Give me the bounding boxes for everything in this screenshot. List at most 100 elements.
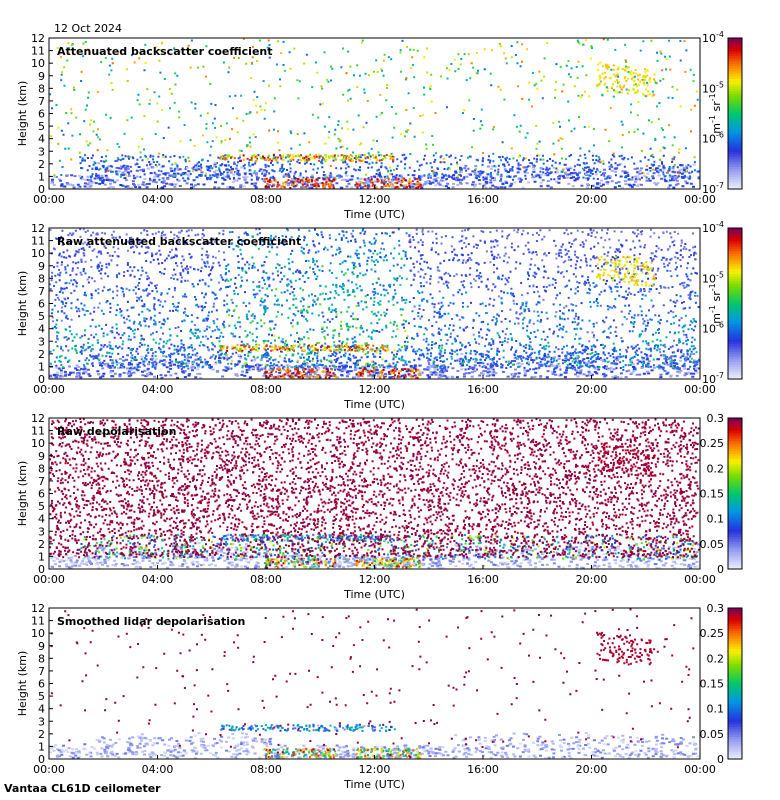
heatmap-cell-group <box>513 755 517 758</box>
heatmap-cell-group <box>332 756 335 759</box>
heatmap-cell-group <box>599 262 614 276</box>
heatmap-cell-group <box>351 155 354 158</box>
heatmap-cell-group <box>375 349 378 352</box>
colorbar-swatch <box>728 98 742 102</box>
heatmap-cell-group <box>431 539 434 542</box>
colorbar-swatch <box>728 235 742 239</box>
heatmap-cell-group <box>379 93 382 96</box>
colorbar-swatch <box>728 698 742 702</box>
heatmap-cell-group <box>239 346 242 348</box>
y-tick-label: 2 <box>38 348 45 361</box>
heatmap-cell-group <box>324 337 327 340</box>
heatmap-cell-group <box>639 265 642 268</box>
heatmap-cell-group <box>630 111 632 114</box>
heatmap-cell-group <box>281 751 284 754</box>
y-tick-label: 7 <box>38 285 45 298</box>
colorbar-swatch <box>728 483 742 487</box>
y-tick-label: 9 <box>38 450 45 463</box>
heatmap-cell-group <box>358 560 361 563</box>
colorbar-tick-label: 10-5 <box>702 270 724 285</box>
colorbar-unit-label: m-1 sr-1 <box>708 283 723 323</box>
heatmap-cell-group <box>345 724 358 728</box>
colorbar-swatch <box>728 326 742 330</box>
heatmap-cell-group <box>611 534 614 537</box>
colorbar-swatch <box>728 733 742 737</box>
heatmap-cell-group <box>193 734 562 759</box>
heatmap-cell-group <box>242 725 245 727</box>
heatmap-cell-group <box>380 68 383 71</box>
heatmap-cell-group <box>318 535 321 538</box>
heatmap-cell-group <box>682 556 685 559</box>
colorbar-tick-label: 0.3 <box>707 412 725 425</box>
colorbar-swatch <box>728 343 742 347</box>
x-tick-label: 16:00 <box>467 383 499 396</box>
heatmap-cell-group <box>280 756 283 759</box>
heatmap-cell-group <box>411 564 414 567</box>
heatmap-cell-group <box>324 753 327 756</box>
colorbar-swatch <box>728 146 742 150</box>
heatmap-cell-group <box>477 555 479 558</box>
heatmap-cell-group <box>232 289 235 292</box>
heatmap-cell-group <box>384 729 387 732</box>
heatmap-cell-group <box>228 728 231 731</box>
colorbar-swatch <box>728 425 742 429</box>
heatmap-cell-group <box>144 552 147 555</box>
heatmap-cell-group <box>351 348 353 351</box>
heatmap-cell-group <box>513 114 516 117</box>
heatmap-cell-group <box>422 558 425 561</box>
heatmap-cell-group <box>562 557 565 560</box>
heatmap-cell-group <box>302 748 305 751</box>
colorbar-swatch <box>728 556 742 560</box>
colorbar-swatch <box>728 45 742 49</box>
colorbar-swatch <box>728 435 742 439</box>
y-tick-label: 1 <box>38 360 45 373</box>
y-tick-label: 7 <box>38 475 45 488</box>
heatmap-cell-group <box>404 330 407 332</box>
heatmap-cell-group <box>306 159 309 162</box>
heatmap-cell-group <box>345 533 348 536</box>
heatmap-cell-group <box>327 566 330 569</box>
colorbar-swatch <box>728 450 742 454</box>
heatmap-cell-group <box>320 85 323 88</box>
heatmap-cell-group <box>144 43 147 46</box>
heatmap-cell-group <box>355 346 358 349</box>
heatmap-cell-group <box>651 340 654 343</box>
heatmap-cell-group <box>260 537 263 540</box>
heatmap-cell-group <box>348 535 351 538</box>
heatmap-cell-group <box>201 159 203 162</box>
heatmap-cell-group <box>291 325 294 328</box>
heatmap-cell-group <box>119 536 122 539</box>
heatmap-cell-group <box>317 184 320 187</box>
y-tick-label: 3 <box>38 525 45 538</box>
heatmap-cell-group <box>271 558 274 561</box>
heatmap-cell-group <box>472 542 475 545</box>
heatmap-cell-group <box>290 561 293 564</box>
y-tick-label: 3 <box>38 335 45 348</box>
colorbar-swatch <box>728 123 742 127</box>
heatmap-cell-group <box>250 158 253 161</box>
colorbar-tick-label: 0.05 <box>700 728 725 741</box>
colorbar-swatch <box>728 453 742 457</box>
heatmap-cell-group <box>292 347 295 349</box>
heatmap-cell-group <box>316 351 319 354</box>
heatmap-cell-group <box>97 136 100 139</box>
heatmap-cell-group <box>489 72 492 75</box>
heatmap-cell-group <box>388 748 391 751</box>
colorbar-swatch <box>728 726 742 730</box>
heatmap-cell-group <box>387 371 390 374</box>
colorbar-tick-label: 10-4 <box>702 220 724 235</box>
heatmap-cell-group <box>360 749 362 751</box>
heatmap-cell-group <box>148 560 152 563</box>
heatmap-cell-group <box>629 361 632 364</box>
colorbar-swatch <box>728 376 742 380</box>
colorbar-swatch <box>728 121 742 125</box>
heatmap-cell-group <box>387 754 390 757</box>
heatmap-cell-group <box>221 156 224 158</box>
y-tick-label: 2 <box>38 158 45 171</box>
colorbar-swatch <box>728 288 742 292</box>
colorbar-swatch <box>728 716 742 720</box>
colorbar-swatch <box>728 268 742 272</box>
heatmap-cell-group <box>167 557 170 560</box>
heatmap-cell-group <box>226 537 229 540</box>
y-tick-label: 11 <box>31 45 45 58</box>
